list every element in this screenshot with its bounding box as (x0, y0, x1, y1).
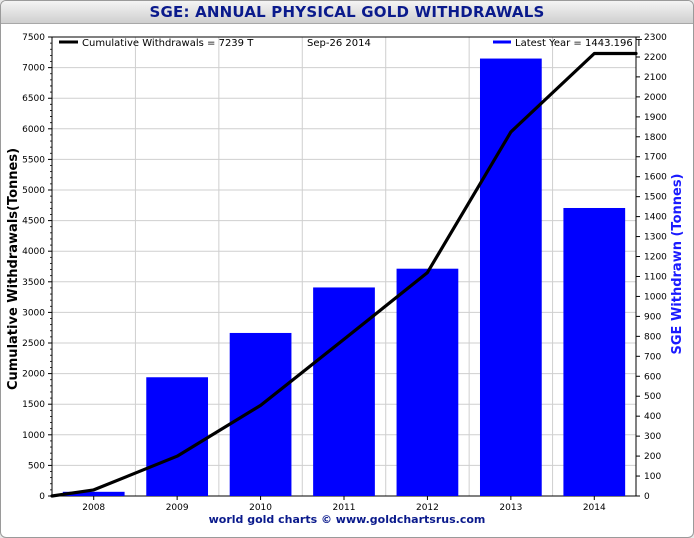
right-axis-label: SGE Withdrawn (Tonnes) (670, 173, 685, 354)
right-tick-label: 1200 (644, 253, 667, 263)
right-tick-label: 0 (644, 492, 650, 502)
left-tick-label: 1500 (22, 400, 45, 410)
right-tick-label: 500 (644, 392, 661, 402)
right-tick-label: 1300 (644, 233, 667, 243)
chart-title: SGE: ANNUAL PHYSICAL GOLD WITHDRAWALS (149, 3, 545, 21)
right-tick-label: 300 (644, 432, 661, 442)
x-tick-label-2014: 2014 (583, 503, 606, 513)
bar-2011 (313, 287, 375, 496)
left-axis-label: Cumulative Withdrawals(Tonnes) (6, 148, 21, 390)
left-tick-label: 7500 (22, 33, 45, 43)
left-tick-label: 7000 (22, 64, 45, 74)
x-axis-ticks: 2008 2009 2010 2011 2012 2013 2014 (82, 496, 606, 513)
left-tick-label: 4500 (22, 217, 45, 227)
left-tick-label: 4000 (22, 247, 45, 257)
left-tick-label: 5500 (22, 155, 45, 165)
left-axis-ticks: 0 500 1000 1500 2000 2500 3000 3500 4000 4500 5000… (22, 33, 52, 502)
right-tick-label: 1900 (644, 113, 667, 123)
right-tick-label: 1500 (644, 193, 667, 203)
bar-2009 (146, 377, 209, 496)
right-tick-label: 2300 (644, 33, 667, 43)
x-tick-label-2013: 2013 (499, 503, 522, 513)
right-tick-label: 200 (644, 452, 661, 462)
right-tick-label: 2000 (644, 93, 667, 103)
left-tick-label: 3500 (22, 278, 45, 288)
legend-latest-year: Latest Year = 1443.196 T (515, 38, 643, 49)
right-tick-label: 1400 (644, 213, 667, 223)
source-credit: world gold charts © www.goldchartsrus.co… (209, 513, 486, 526)
cumulative-line (50, 51, 638, 498)
bar-series (62, 58, 626, 497)
right-tick-label: 1800 (644, 133, 667, 143)
left-tick-label: 1000 (22, 431, 45, 441)
left-tick-label: 6000 (22, 125, 45, 135)
right-tick-label: 800 (644, 332, 661, 342)
x-tick-label-2011: 2011 (333, 503, 356, 513)
right-tick-label: 400 (644, 412, 661, 422)
title-bar: SGE: ANNUAL PHYSICAL GOLD WITHDRAWALS (1, 1, 693, 24)
right-axis-ticks: 0 100 200 300 400 500 600 700 800 900 1000 1100 1200… (636, 33, 667, 502)
right-tick-label: 900 (644, 312, 661, 322)
x-tick-label-2009: 2009 (166, 503, 189, 513)
right-tick-label: 1100 (644, 272, 667, 282)
left-tick-label: 500 (28, 461, 45, 471)
bar-2008 (62, 491, 125, 496)
right-tick-label: 600 (644, 372, 661, 382)
date-label: Sep-26 2014 (307, 38, 371, 49)
left-tick-label: 6500 (22, 94, 45, 104)
x-tick-label-2008: 2008 (82, 503, 105, 513)
left-tick-label: 5000 (22, 186, 45, 196)
legend-cumulative: Cumulative Withdrawals = 7239 T (82, 38, 254, 49)
right-tick-label: 1600 (644, 173, 667, 183)
bar-2010 (229, 332, 292, 496)
bar-2014 (563, 207, 626, 496)
x-tick-label-2010: 2010 (249, 503, 272, 513)
right-tick-label: 1000 (644, 292, 667, 302)
right-tick-label: 2100 (644, 73, 667, 83)
bar-2013 (479, 58, 542, 497)
left-tick-label: 0 (39, 492, 45, 502)
right-tick-label: 100 (644, 472, 661, 482)
right-tick-label: 1700 (644, 153, 667, 163)
left-tick-label: 2500 (22, 339, 45, 349)
left-tick-label: 3000 (22, 308, 45, 318)
bar-2012 (396, 268, 459, 496)
right-tick-label: 700 (644, 352, 661, 362)
x-tick-label-2012: 2012 (416, 503, 439, 513)
left-tick-label: 2000 (22, 370, 45, 380)
right-tick-label: 2200 (644, 53, 667, 63)
